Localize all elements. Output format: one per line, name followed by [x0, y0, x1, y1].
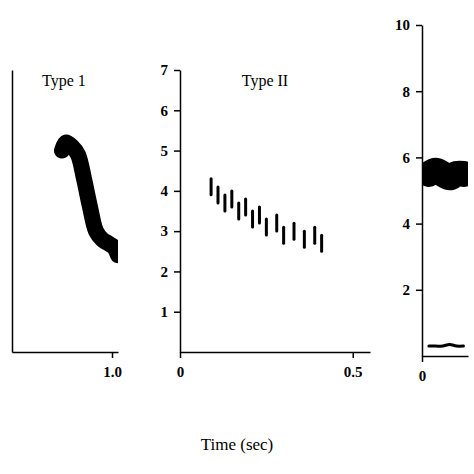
tick: 6: [403, 150, 423, 166]
y-axis: [12, 71, 13, 353]
call-element: [303, 231, 306, 247]
tick-mark: [174, 70, 180, 72]
tick: 1: [161, 304, 181, 320]
tick-mark: [416, 290, 422, 292]
call-element: [293, 223, 296, 239]
plot-area: [429, 171, 464, 347]
call-element: [223, 195, 226, 211]
tick: 0: [419, 356, 427, 384]
tick-label: 0: [177, 364, 185, 380]
tick: 0.5: [344, 352, 363, 380]
panel: 00.51234567Type II: [161, 62, 371, 379]
figure: 1.0Type 100.51234567Type IITime (sec)024…: [0, 0, 474, 474]
x-axis-line: [13, 352, 119, 354]
y-axis-line: [180, 71, 182, 353]
call-element: [210, 179, 213, 195]
call-element: [313, 227, 316, 243]
tick-label: 7: [161, 62, 169, 78]
call-element: [275, 215, 278, 231]
panel: 0 2 4 6 8 10: [395, 17, 469, 383]
call-element: [244, 199, 247, 215]
plot-area: [62, 142, 118, 255]
call-contour: [429, 344, 464, 346]
tick-label: 8: [403, 84, 411, 100]
tick-label: 0: [419, 368, 427, 384]
tick-mark: [112, 352, 114, 358]
tick-label: 2: [403, 282, 411, 298]
tick: 6: [161, 103, 181, 119]
tick: 2: [403, 282, 423, 298]
tick-mark: [174, 110, 180, 112]
x-axis-line: [423, 356, 469, 358]
call-element: [282, 227, 285, 243]
tick-mark: [416, 25, 422, 27]
tick-mark: [422, 356, 424, 362]
tick: 3: [161, 223, 181, 239]
tick-mark: [174, 231, 180, 233]
tick-label: 0.5: [344, 364, 363, 380]
panel: 1.0 Type 1: [13, 71, 122, 380]
tick-label: 6: [161, 103, 169, 119]
call-element: [265, 219, 268, 235]
call-element: [320, 235, 323, 251]
call-element: [251, 211, 254, 227]
x-axis-line: [181, 352, 371, 354]
tick-label: 4: [403, 216, 411, 232]
tick-label: 10: [395, 17, 410, 33]
tick-mark: [180, 352, 182, 358]
tick: 4: [161, 183, 181, 199]
tick: 1.0: [103, 352, 122, 380]
call-element: [217, 187, 220, 203]
call-element: [258, 207, 261, 223]
tick-label: 1: [161, 304, 169, 320]
tick: 0: [177, 352, 185, 380]
tick-label: 3: [161, 223, 169, 239]
y-axis: 2 4 6 8 10: [395, 17, 423, 356]
tick: 7: [161, 62, 181, 78]
call-element: [230, 191, 233, 207]
y-axis-line: [422, 26, 424, 357]
tick-label: 4: [161, 183, 169, 199]
call-contour: [62, 142, 118, 255]
tick-mark: [174, 271, 180, 273]
tick-mark: [174, 150, 180, 152]
x-axis-title: Time (sec): [201, 435, 274, 454]
tick: 8: [403, 84, 423, 100]
tick-mark: [174, 311, 180, 313]
tick-mark: [416, 91, 422, 93]
tick-mark: [352, 352, 354, 358]
tick-label: 6: [403, 150, 411, 166]
panel-title: Type 1: [42, 72, 86, 90]
tick-label: 5: [161, 143, 169, 159]
tick-mark: [416, 223, 422, 225]
tick: 2: [161, 264, 181, 280]
tick-label: 1.0: [103, 364, 122, 380]
y-axis-line: [12, 71, 14, 353]
call-contour: [429, 171, 464, 178]
tick: 5: [161, 143, 181, 159]
tick-label: 2: [161, 264, 169, 280]
tick: 10: [395, 17, 422, 33]
tick-mark: [174, 191, 180, 193]
call-element: [237, 203, 240, 219]
tick-mark: [416, 157, 422, 159]
y-axis: 1 2 3 4 5 6 7: [161, 62, 181, 352]
tick: 4: [403, 216, 423, 232]
x-axis: 1.0: [13, 352, 122, 380]
plot-area: [211, 179, 322, 251]
x-axis: 00.5: [177, 352, 371, 380]
panel-title: Type II: [242, 72, 288, 90]
x-axis: 0: [419, 356, 469, 384]
